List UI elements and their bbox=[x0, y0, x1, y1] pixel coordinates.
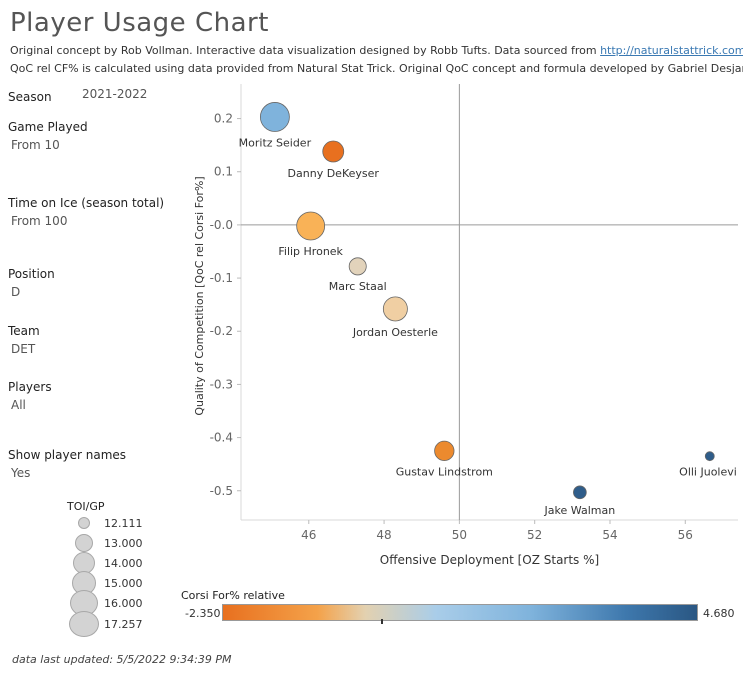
x-tick-label: 56 bbox=[678, 528, 693, 542]
size-legend-circle bbox=[75, 534, 93, 552]
names-filter-label: Show player names bbox=[8, 448, 127, 462]
x-tick-label: 52 bbox=[527, 528, 542, 542]
players-filter-value[interactable]: All bbox=[11, 398, 26, 412]
source-link[interactable]: http://naturalstattrick.com bbox=[600, 44, 743, 57]
color-legend-min: -2.350 bbox=[185, 607, 221, 620]
size-legend-circle bbox=[69, 611, 99, 637]
player-name-label: Gustav Lindstrom bbox=[396, 466, 493, 479]
y-tick-label: 0.1 bbox=[214, 165, 233, 179]
player-name-label: Marc Staal bbox=[329, 280, 387, 293]
last-updated-text: data last updated: 5/5/2022 9:34:39 PM bbox=[12, 653, 232, 666]
team-filter-label: Team bbox=[8, 324, 40, 338]
player-bubble[interactable] bbox=[382, 296, 408, 322]
y-tick-label: 0.2 bbox=[214, 112, 233, 126]
size-legend-label: 15.000 bbox=[104, 577, 143, 590]
player-name-label: Filip Hronek bbox=[278, 245, 343, 258]
player-bubble[interactable] bbox=[296, 211, 326, 241]
position-filter-value[interactable]: D bbox=[11, 285, 21, 299]
x-axis-title: Offensive Deployment [OZ Starts %] bbox=[380, 553, 599, 567]
names-filter-value[interactable]: Yes bbox=[11, 466, 31, 480]
player-name-label: Danny DeKeyser bbox=[288, 167, 380, 180]
subtitle-credits: Original concept by Rob Vollman. Interac… bbox=[10, 44, 601, 57]
player-bubble[interactable] bbox=[348, 257, 367, 276]
color-legend-bar[interactable] bbox=[222, 604, 698, 621]
player-bubble[interactable] bbox=[434, 440, 455, 462]
player-name-label: Jordan Oesterle bbox=[352, 326, 438, 339]
toi-filter-value[interactable]: From 100 bbox=[11, 214, 68, 228]
y-axis-title: Quality of Competition [QoC rel Corsi Fo… bbox=[193, 176, 206, 415]
size-legend-item: 13.000 bbox=[0, 533, 200, 553]
games-filter-label: Game Played bbox=[8, 120, 88, 134]
player-bubble[interactable] bbox=[322, 140, 345, 163]
position-filter-label: Position bbox=[8, 267, 55, 281]
size-legend-label: 17.257 bbox=[104, 618, 143, 631]
size-legend-label: 13.000 bbox=[104, 537, 143, 550]
size-legend-item: 17.257 bbox=[0, 611, 200, 637]
color-legend-title: Corsi For% relative bbox=[181, 589, 285, 602]
size-legend-title: TOI/GP bbox=[67, 500, 105, 513]
x-tick-label: 50 bbox=[452, 528, 467, 542]
y-tick-label: -0.5 bbox=[210, 484, 233, 498]
page-title: Player Usage Chart bbox=[10, 8, 269, 38]
player-name-label: Jake Walman bbox=[544, 504, 616, 517]
player-name-label: Moritz Seider bbox=[239, 136, 312, 149]
player-bubble[interactable] bbox=[259, 102, 290, 132]
team-filter-value[interactable]: DET bbox=[11, 342, 36, 356]
player-bubble[interactable] bbox=[573, 485, 587, 500]
subtitle-line-2: QoC rel CF% is calculated using data pro… bbox=[10, 62, 743, 75]
y-tick-label: -0.4 bbox=[210, 431, 233, 445]
players-filter-label: Players bbox=[8, 380, 52, 394]
subtitle-line-1: Original concept by Rob Vollman. Interac… bbox=[10, 44, 743, 57]
x-tick-label: 46 bbox=[301, 528, 316, 542]
y-tick-label: -0.0 bbox=[210, 218, 233, 232]
y-tick-label: -0.3 bbox=[210, 377, 233, 391]
player-name-label: Olli Juolevi bbox=[679, 466, 737, 479]
size-legend-circle bbox=[78, 517, 90, 529]
size-legend-label: 12.111 bbox=[104, 517, 143, 530]
y-tick-label: -0.1 bbox=[210, 271, 233, 285]
color-legend-marker bbox=[381, 619, 383, 624]
x-tick-label: 48 bbox=[376, 528, 391, 542]
games-filter-value[interactable]: From 10 bbox=[11, 138, 60, 152]
size-legend-label: 14.000 bbox=[104, 557, 143, 570]
color-legend-max: 4.680 bbox=[703, 607, 735, 620]
size-legend-item: 14.000 bbox=[0, 552, 200, 574]
y-tick-label: -0.2 bbox=[210, 324, 233, 338]
toi-filter-label: Time on Ice (season total) bbox=[8, 196, 165, 210]
size-legend-label: 16.000 bbox=[104, 597, 143, 610]
x-tick-label: 54 bbox=[602, 528, 617, 542]
size-legend-item: 12.111 bbox=[0, 513, 200, 533]
player-bubble[interactable] bbox=[704, 451, 715, 462]
season-filter-label: Season bbox=[8, 90, 52, 104]
season-filter-value[interactable]: 2021-2022 bbox=[82, 87, 148, 101]
